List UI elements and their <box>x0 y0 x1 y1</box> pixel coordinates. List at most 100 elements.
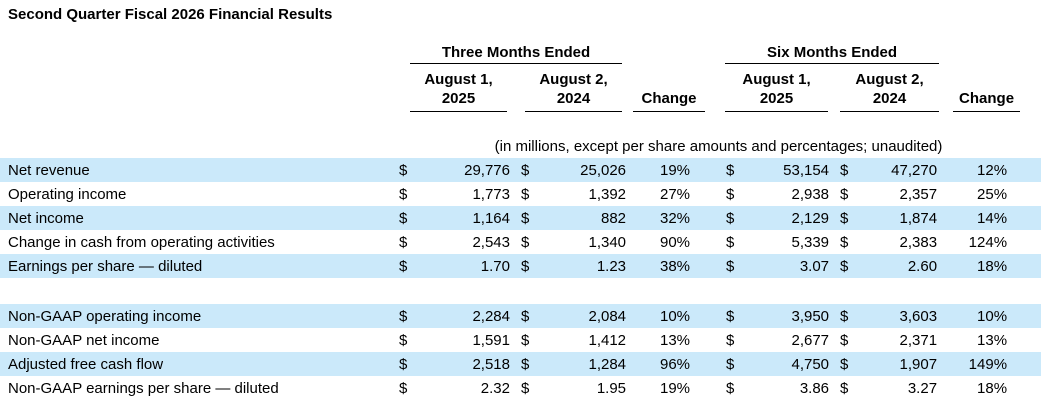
cell-six-months-2025: 2,938 <box>791 185 830 203</box>
cell-six-months-2025: 53,154 <box>783 161 830 179</box>
row-label: Earnings per share — diluted <box>8 257 203 275</box>
cell-six-months-2024: 3.27 <box>907 379 938 397</box>
cell-three-months-2024: 1,284 <box>588 355 627 373</box>
table-row-net-revenue: Net revenue $ 29,776 $ 25,026 19% $ 53,1… <box>0 158 1041 182</box>
cell-three-months-change: 32% <box>660 209 691 227</box>
cell-three-months-change: 38% <box>660 257 691 275</box>
cell-three-months-2024: 1,412 <box>588 331 627 349</box>
table-row-adjusted-free-cash-flow: Adjusted free cash flow $ 2,518 $ 1,284 … <box>0 352 1041 376</box>
spacer-cell <box>0 112 396 158</box>
cell-three-months-change: 96% <box>660 355 691 373</box>
cell-six-months-change: 124% <box>968 233 1008 251</box>
currency-symbol: $ <box>840 331 849 349</box>
cell-three-months-2025: 2.32 <box>480 379 510 397</box>
cell-six-months-2024: 2,357 <box>899 185 938 203</box>
column-header-row: August 1, 2025 August 2, 2024 Change Augus… <box>0 64 1041 112</box>
currency-symbol: $ <box>521 161 530 179</box>
currency-symbol: $ <box>521 209 530 227</box>
cell-six-months-2024: 1,907 <box>899 355 938 373</box>
change-header-three-months: Change <box>628 64 708 112</box>
spacer-cell <box>708 328 723 352</box>
spacer-cell <box>708 158 723 182</box>
spacer-cell <box>1024 64 1041 112</box>
currency-symbol: $ <box>840 355 849 373</box>
currency-symbol: $ <box>521 185 530 203</box>
row-label: Operating income <box>8 185 127 203</box>
cell-six-months-change: 18% <box>977 257 1008 275</box>
currency-symbol: $ <box>726 307 735 325</box>
spacer-cell <box>0 40 396 64</box>
units-note: (in millions, except per share amounts a… <box>494 138 943 155</box>
spacer-cell <box>708 182 723 206</box>
currency-symbol: $ <box>726 209 735 227</box>
cell-six-months-change: 25% <box>977 185 1008 203</box>
cell-three-months-2024: 25,026 <box>580 161 627 179</box>
currency-symbol: $ <box>726 185 735 203</box>
cell-six-months-2024: 2.60 <box>907 257 938 275</box>
cell-three-months-2025: 1,773 <box>472 185 510 203</box>
spacer-cell <box>0 278 1041 304</box>
currency-symbol: $ <box>726 161 735 179</box>
currency-symbol: $ <box>840 233 849 251</box>
currency-symbol: $ <box>840 257 849 275</box>
date-header-six-months-2025: August 1, 2025 <box>723 64 831 112</box>
cell-six-months-change: 12% <box>977 161 1008 179</box>
currency-symbol: $ <box>399 233 408 251</box>
cell-three-months-2024: 1,340 <box>588 233 627 251</box>
spacer-cell <box>1024 304 1041 328</box>
cell-three-months-2025: 29,776 <box>464 161 510 179</box>
cell-three-months-2024: 882 <box>601 209 627 227</box>
date-header-three-months-2024: August 2, 2024 <box>512 64 628 112</box>
currency-symbol: $ <box>399 161 408 179</box>
group-spacer-row <box>0 278 1041 304</box>
table-row-non-gaap-net-income: Non-GAAP net income $ 1,591 $ 1,412 13% … <box>0 328 1041 352</box>
currency-symbol: $ <box>726 355 735 373</box>
table-row-eps-diluted: Earnings per share — diluted $ 1.70 $ 1.… <box>0 254 1041 278</box>
cell-three-months-2025: 1,591 <box>472 331 510 349</box>
spacer-cell <box>628 40 708 64</box>
currency-symbol: $ <box>521 233 530 251</box>
row-label: Change in cash from operating activities <box>8 233 275 251</box>
spacer-cell <box>708 40 723 64</box>
spacer-cell <box>939 40 1024 64</box>
currency-symbol: $ <box>521 307 530 325</box>
cell-six-months-2025: 3.86 <box>799 379 830 397</box>
change-header-six-months: Change <box>939 64 1024 112</box>
currency-symbol: $ <box>840 209 849 227</box>
cell-six-months-2025: 5,339 <box>791 233 830 251</box>
spacer-cell <box>708 254 723 278</box>
financial-results-table: Three Months Ended Six Months Ended Augu… <box>0 40 1041 400</box>
table-row-change-in-cash: Change in cash from operating activities… <box>0 230 1041 254</box>
cell-three-months-change: 13% <box>660 331 691 349</box>
cell-three-months-2025: 1,164 <box>472 209 510 227</box>
cell-three-months-change: 19% <box>660 161 691 179</box>
cell-three-months-2024: 2,084 <box>588 307 627 325</box>
cell-six-months-2024: 2,383 <box>899 233 938 251</box>
spacer-cell <box>1024 40 1041 64</box>
currency-symbol: $ <box>521 257 530 275</box>
spacer-cell <box>1024 182 1041 206</box>
cell-six-months-change: 13% <box>977 331 1008 349</box>
cell-six-months-2025: 3,950 <box>791 307 830 325</box>
row-label: Net revenue <box>8 161 90 179</box>
cell-six-months-2024: 47,270 <box>891 161 938 179</box>
cell-three-months-2024: 1.95 <box>596 379 627 397</box>
table-row-non-gaap-operating-income: Non-GAAP operating income $ 2,284 $ 2,08… <box>0 304 1041 328</box>
cell-six-months-2025: 3.07 <box>799 257 830 275</box>
spacer-cell <box>0 64 396 112</box>
spacer-cell <box>1024 352 1041 376</box>
currency-symbol: $ <box>726 379 735 397</box>
units-note-row: (in millions, except per share amounts a… <box>0 112 1041 158</box>
cell-three-months-2025: 2,543 <box>472 233 510 251</box>
currency-symbol: $ <box>521 355 530 373</box>
currency-symbol: $ <box>399 355 408 373</box>
currency-symbol: $ <box>399 379 408 397</box>
group-header-row: Three Months Ended Six Months Ended <box>0 40 1041 64</box>
spacer-cell <box>1024 230 1041 254</box>
spacer-cell <box>1024 254 1041 278</box>
currency-symbol: $ <box>840 307 849 325</box>
cell-six-months-2024: 2,371 <box>899 331 938 349</box>
group-header-three-months: Three Months Ended <box>396 40 628 64</box>
spacer-cell <box>1024 206 1041 230</box>
